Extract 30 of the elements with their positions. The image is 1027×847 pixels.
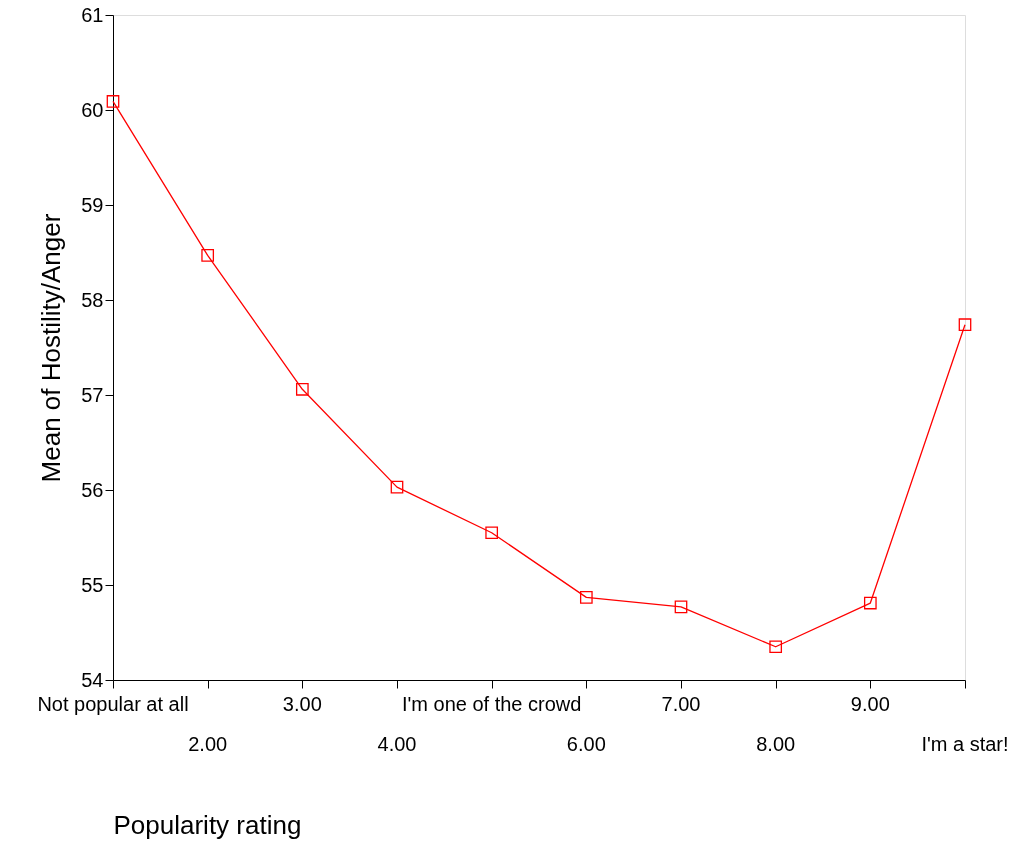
point — [674, 600, 688, 614]
point — [106, 95, 120, 108]
x-tick-label: Not popular at all — [37, 693, 189, 715]
y-axis-title: Mean of Hostility/Anger — [36, 213, 67, 483]
point — [390, 480, 404, 494]
x-axis-title: Popularity rating — [113, 809, 302, 840]
y-tick-label: 57 — [81, 383, 104, 406]
point — [958, 318, 972, 332]
x-tick-label: I'm one of the crowd — [401, 693, 582, 715]
point — [295, 382, 309, 396]
x-tick-label: 3.00 — [282, 693, 322, 715]
x-tick-label: 7.00 — [661, 693, 701, 715]
point — [769, 640, 783, 654]
point — [863, 596, 877, 610]
y-tick-label: 60 — [81, 98, 104, 121]
point — [201, 249, 215, 262]
x-tick-label: 8.00 — [756, 733, 796, 755]
y-tick-label: 56 — [81, 478, 104, 501]
x-tick-label: 2.00 — [188, 733, 228, 755]
y-tick-label: 58 — [81, 288, 104, 311]
x-tick-label: 4.00 — [377, 733, 417, 755]
x-tick-label: I'm a star! — [921, 733, 1009, 755]
y-tick-label: 61 — [81, 3, 104, 26]
x-tick-label: 9.00 — [850, 693, 890, 715]
point — [579, 591, 593, 604]
y-tick-label: 54 — [81, 668, 104, 691]
x-tick-label: 6.00 — [566, 733, 606, 755]
point — [485, 526, 499, 540]
y-tick-label: 59 — [81, 193, 104, 216]
y-tick-label: 55 — [81, 573, 104, 596]
